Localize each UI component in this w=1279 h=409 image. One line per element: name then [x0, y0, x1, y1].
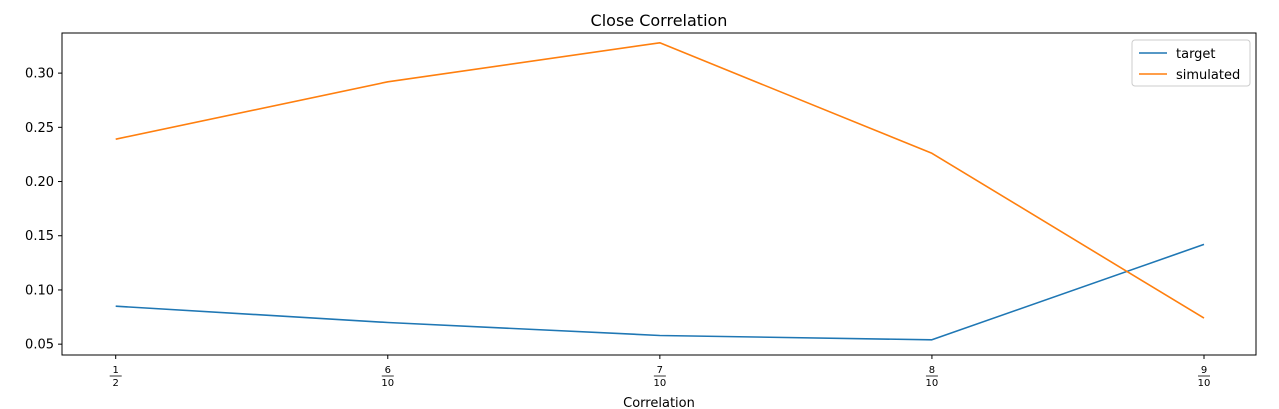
y-tick-label: 0.20 — [25, 175, 54, 190]
x-axis-label: Correlation — [623, 396, 695, 409]
y-tick-label: 0.15 — [25, 229, 54, 244]
y-tick-label: 0.10 — [25, 283, 54, 298]
x-tick-label-denominator: 10 — [653, 378, 666, 389]
y-tick-label: 0.25 — [25, 121, 54, 136]
x-tick-label-numerator: 1 — [113, 365, 119, 376]
x-tick-label-numerator: 7 — [657, 365, 663, 376]
x-tick-label-denominator: 10 — [926, 378, 939, 389]
x-axis: 1 2 6 10 7 10 8 10 9 10 — [109, 355, 1211, 389]
x-tick-label-denominator: 10 — [381, 378, 394, 389]
series-line-target — [115, 243, 1205, 341]
series-layer — [115, 41, 1205, 341]
x-tick-label-numerator: 8 — [929, 365, 935, 376]
chart-title: Close Correlation — [591, 11, 728, 30]
x-tick-label-numerator: 6 — [385, 365, 391, 376]
y-tick-label: 0.05 — [25, 338, 54, 353]
legend: target simulated — [1131, 39, 1251, 87]
legend-label-target: target — [1176, 47, 1216, 62]
x-tick-label-numerator: 9 — [1201, 365, 1207, 376]
y-axis: 0.05 0.10 0.15 0.20 0.25 0.30 — [25, 67, 62, 353]
plot-frame — [61, 32, 1257, 356]
series-line-simulated — [115, 41, 1205, 319]
y-tick-label: 0.30 — [25, 67, 54, 82]
legend-label-simulated: simulated — [1176, 68, 1240, 83]
x-tick-label-denominator: 10 — [1198, 378, 1211, 389]
x-tick-label-denominator: 2 — [113, 378, 119, 389]
